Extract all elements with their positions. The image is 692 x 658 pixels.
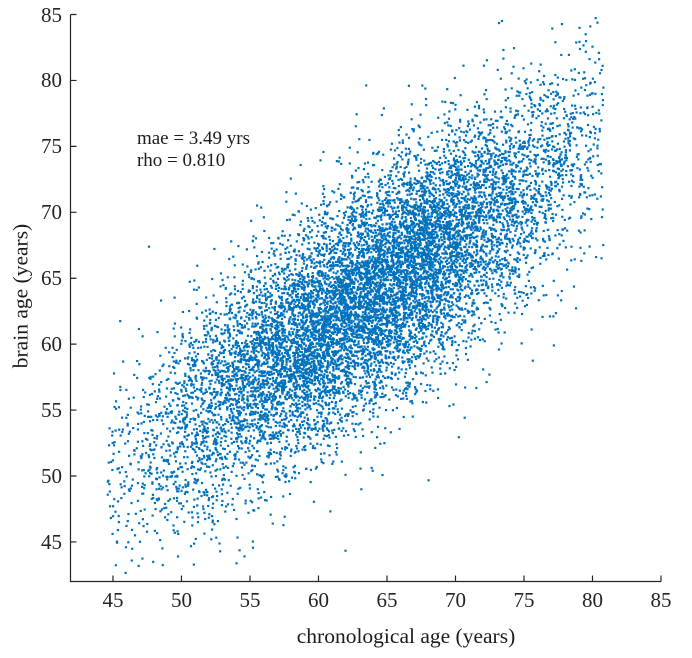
y-tick-label: 70: [41, 200, 62, 225]
y-tick-label: 85: [41, 2, 62, 27]
y-tick-label: 60: [41, 332, 62, 357]
y-tick-label: 80: [41, 68, 62, 93]
x-tick-label: 45: [102, 588, 124, 612]
x-tick-label: 75: [513, 588, 535, 612]
stats-annotation: mae = 3.49 yrs rho = 0.810: [137, 128, 250, 172]
y-tick-label: 45: [41, 529, 62, 554]
y-tick-label: 65: [41, 266, 62, 291]
mae-annotation-text: mae = 3.49 yrs: [136, 127, 251, 149]
x-tick-label: 80: [581, 588, 603, 612]
y-tick-label: 55: [41, 398, 62, 423]
x-axis-label: chronological age (years): [296, 624, 516, 648]
rho-annotation-text: rho = 0.810: [136, 149, 226, 171]
x-tick-label: 65: [376, 588, 398, 612]
x-tick-label: 55: [239, 588, 261, 612]
x-tick-label: 50: [170, 588, 192, 612]
x-tick-label: 60: [307, 588, 329, 612]
x-tick-label: 70: [444, 588, 466, 612]
x-tick-label: 85: [650, 588, 672, 612]
y-tick-label: 50: [41, 464, 62, 488]
y-tick-label: 75: [41, 134, 62, 159]
